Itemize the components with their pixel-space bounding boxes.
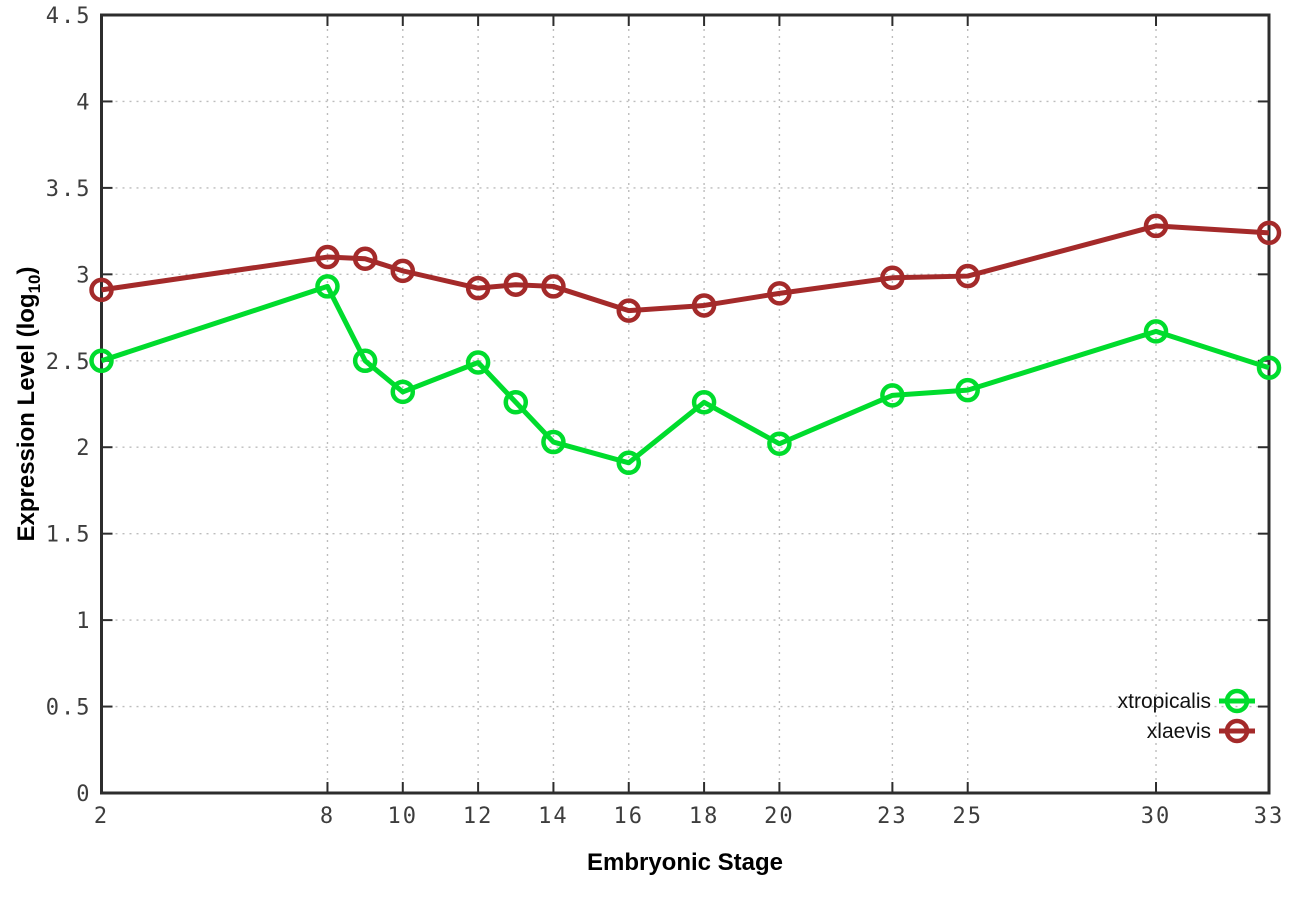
data-point-xlaevis-stage-25: [955, 263, 980, 289]
y-axis-title: Expression Level (log10): [13, 267, 44, 542]
data-point-xlaevis-stage-8: [315, 244, 340, 270]
data-point-xtropicalis-stage-9: [352, 348, 378, 374]
y-axis-title-end: ): [13, 267, 40, 275]
x-tick-label: 14: [538, 804, 569, 829]
y-tick-label: 3.5: [46, 177, 92, 202]
x-tick-label: 16: [614, 804, 645, 829]
series-line-xlaevis: [101, 223, 1270, 314]
data-point-xlaevis-stage-13: [503, 272, 529, 297]
tick-labels-layer: 2 8 10 12 14 16 18 20 23 25 30 33 0 0.5 1 1.5 2 2.5 3 3.5 4 4…: [46, 4, 1285, 829]
y-axis-title-subscript: 10: [25, 275, 44, 294]
y-tick-label: 0: [76, 782, 91, 807]
legend-row-xlaevis: xlaevis: [1147, 718, 1255, 744]
legend: xtropicalis xlaevis: [1118, 688, 1255, 744]
data-point-xlaevis-stage-18: [691, 293, 717, 318]
x-tick-label: 30: [1141, 804, 1172, 829]
series-layer: [89, 213, 1282, 476]
x-tick-label: 25: [952, 804, 983, 829]
y-axis-title-main: Expression Level (log: [13, 293, 40, 541]
x-axis-title: Embryonic Stage: [587, 849, 783, 876]
legend-marker-xtropicalis: [1224, 688, 1250, 714]
y-tick-label: 1.5: [46, 523, 92, 548]
x-tick-label: 10: [388, 804, 419, 829]
data-point-xtropicalis-stage-12: [465, 350, 491, 375]
data-point-xlaevis-stage-10: [390, 258, 416, 284]
data-point-xtropicalis-stage-18: [691, 390, 717, 415]
data-point-xlaevis-stage-16: [616, 298, 642, 323]
series-line-xtropicalis: [100, 283, 1270, 466]
data-point-xlaevis-stage-33: [1256, 220, 1282, 246]
grid-layer: [100, 14, 1270, 794]
legend-row-xtropicalis: xtropicalis: [1118, 688, 1255, 714]
data-point-xtropicalis-stage-2: [89, 348, 114, 374]
y-tick-label: 2: [76, 436, 91, 461]
data-point-xtropicalis-stage-20: [767, 431, 792, 457]
x-tick-label: 23: [877, 804, 908, 829]
legend-label-xlaevis: xlaevis: [1147, 720, 1211, 743]
data-point-xtropicalis-stage-33: [1256, 355, 1282, 380]
plot-border: [100, 13, 1271, 795]
y-tick-label: 1: [76, 609, 91, 634]
data-point-xlaevis-stage-23: [880, 265, 905, 291]
legend-marker-xlaevis: [1224, 718, 1250, 744]
y-tick-label: 0.5: [46, 696, 92, 721]
data-point-xlaevis-stage-12: [465, 275, 491, 301]
data-point-xlaevis-stage-2: [89, 277, 114, 303]
data-point-xlaevis-stage-20: [767, 281, 792, 306]
data-point-xtropicalis-stage-8: [315, 274, 340, 299]
data-point-xtropicalis-stage-30: [1143, 319, 1169, 344]
x-tick-label: 12: [463, 804, 494, 829]
data-point-xtropicalis-stage-10: [390, 379, 416, 405]
data-point-xlaevis-stage-30: [1143, 213, 1169, 239]
legend-label-xtropicalis: xtropicalis: [1118, 690, 1211, 713]
data-point-xtropicalis-stage-23: [880, 383, 905, 408]
x-tick-label: 8: [320, 804, 335, 829]
data-point-xlaevis-stage-9: [352, 246, 378, 272]
y-tick-label: 3: [76, 263, 91, 288]
y-tick-label: 2.5: [46, 350, 92, 375]
x-tick-label: 33: [1254, 804, 1285, 829]
data-point-xtropicalis-stage-13: [503, 390, 529, 415]
tick-marks-layer: [100, 14, 1270, 794]
y-tick-label: 4: [76, 90, 91, 115]
data-point-xtropicalis-stage-16: [616, 450, 642, 476]
x-tick-label: 20: [764, 804, 795, 829]
data-point-xtropicalis-stage-25: [955, 377, 980, 403]
data-point-xtropicalis-stage-14: [541, 429, 566, 455]
x-tick-label: 18: [689, 804, 720, 829]
data-point-xlaevis-stage-14: [541, 274, 566, 299]
x-tick-label: 2: [94, 804, 109, 829]
y-tick-label: 4.5: [46, 4, 92, 29]
